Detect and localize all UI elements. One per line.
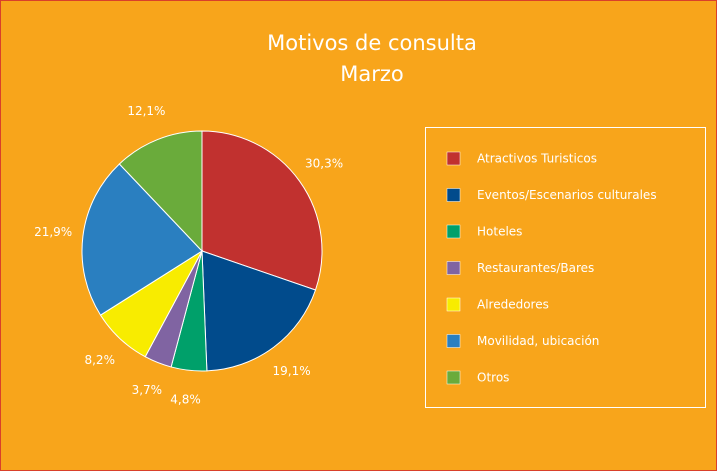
legend-swatch — [446, 261, 461, 275]
data-label: 3,7% — [132, 383, 163, 397]
legend-label: Eventos/Escenarios culturales — [477, 188, 657, 202]
legend-swatch — [446, 297, 461, 312]
legend-label: Atractivos Turisticos — [477, 152, 597, 166]
legend-swatch — [446, 224, 461, 239]
data-label: 21,9% — [34, 225, 72, 239]
pie-slice — [201, 250, 317, 372]
data-label: 8,2% — [84, 353, 115, 367]
legend-label: Alrededores — [477, 298, 549, 312]
data-label: 12,1% — [127, 104, 165, 118]
data-label: 19,1% — [273, 364, 311, 378]
legend-label: Restaurantes/Bares — [477, 261, 594, 275]
pie-slice — [118, 130, 203, 253]
legend-label: Movilidad, ubicación — [477, 334, 599, 348]
data-label: 30,3% — [305, 156, 343, 170]
legend-swatch — [446, 188, 461, 202]
legend-label: Hoteles — [477, 225, 522, 239]
chart-title: Motivos de consulta — [267, 31, 477, 55]
legend-swatch — [446, 370, 461, 385]
legend-label: Otros — [477, 371, 509, 385]
chart-subtitle: Marzo — [340, 62, 404, 86]
pie-slice — [201, 130, 323, 291]
legend-swatch — [446, 151, 461, 166]
legend-swatch — [446, 334, 461, 348]
legend-box — [425, 127, 706, 408]
data-label: 4,8% — [170, 393, 201, 407]
pie-slice — [81, 163, 203, 316]
